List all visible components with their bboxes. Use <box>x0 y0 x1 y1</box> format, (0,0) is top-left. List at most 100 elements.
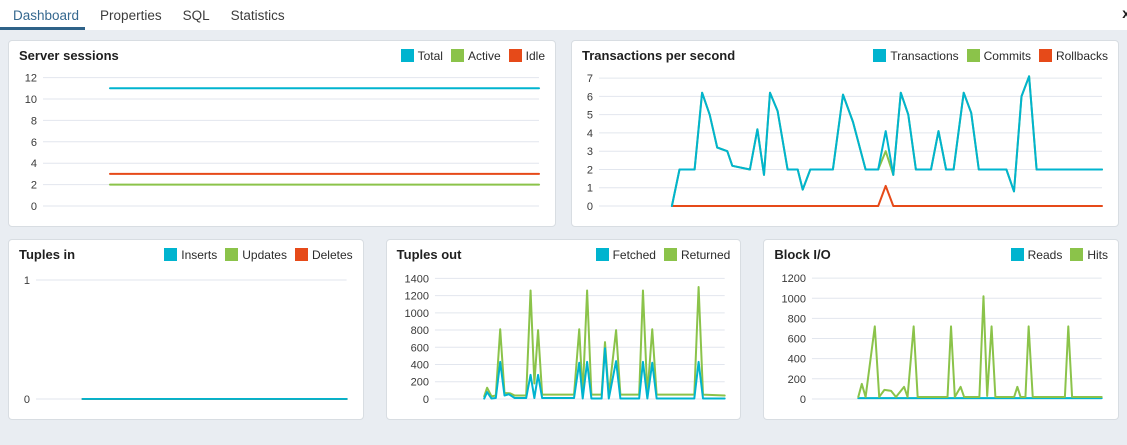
svg-text:3: 3 <box>587 146 593 158</box>
svg-text:6: 6 <box>31 137 37 149</box>
legend-item-inserts: Inserts <box>164 248 217 262</box>
panel-transactions-per-second: Transactions per second Transactions Com… <box>571 40 1119 227</box>
panel-header: Tuples in Inserts Updates Deletes <box>19 247 353 262</box>
block-io-chart: 0 200 400 600 800 1000 1200 <box>782 273 1103 406</box>
legend-label-active: Active <box>467 48 501 63</box>
legend-label-deletes: Deletes <box>311 247 353 262</box>
legend-item-transactions: Transactions <box>873 48 959 63</box>
svg-text:0: 0 <box>24 394 30 406</box>
server-sessions-chart: 0 2 4 6 8 10 12 <box>25 73 540 213</box>
panel-title-tuples-in: Tuples in <box>19 247 76 262</box>
svg-text:2: 2 <box>31 180 37 192</box>
legend-label-idle: Idle <box>525 48 545 63</box>
legend-label-fetched: Fetched <box>612 247 656 262</box>
close-icon[interactable]: x <box>1122 5 1127 21</box>
legend-item-fetched: Fetched <box>595 247 656 262</box>
legend-swatch-transactions <box>873 49 887 62</box>
legend-swatch-deletes <box>294 248 308 261</box>
legend-swatch-reads <box>1010 248 1024 261</box>
svg-text:4: 4 <box>31 158 37 170</box>
legend-label-commits: Commits <box>983 48 1031 63</box>
legend-item-commits: Commits <box>966 48 1031 63</box>
legend-label-returned: Returned <box>680 247 731 262</box>
tab-dashboard-label: Dashboard <box>13 7 80 23</box>
legend-swatch-commits <box>966 49 980 62</box>
tab-statistics[interactable]: Statistics <box>231 0 285 30</box>
svg-text:1000: 1000 <box>404 308 428 320</box>
tab-sql-label: SQL <box>182 7 210 23</box>
transactions-per-second-chart: 0 1 2 3 4 5 6 7 <box>587 73 1103 213</box>
svg-text:8: 8 <box>31 115 37 127</box>
legend-label-transactions: Transactions <box>890 48 959 63</box>
tuples-in-chart: 01 <box>24 275 348 406</box>
dashboard-row-bottom: Tuples in Inserts Updates Deletes <box>8 239 1119 420</box>
legend-swatch-active <box>450 49 464 62</box>
svg-text:5: 5 <box>587 110 593 122</box>
legend-swatch-returned <box>663 248 677 261</box>
legend-swatch-idle <box>508 49 522 62</box>
tab-sql[interactable]: SQL <box>183 0 210 30</box>
legend-item-rollbacks: Rollbacks <box>1038 48 1108 63</box>
svg-text:400: 400 <box>410 359 428 371</box>
legend-item-active: Active <box>450 48 501 63</box>
svg-text:4: 4 <box>587 128 593 140</box>
svg-text:400: 400 <box>788 354 806 366</box>
legend-item-hits: Hits <box>1070 248 1108 262</box>
tab-dashboard[interactable]: Dashboard <box>0 0 86 30</box>
panel-title-server-sessions: Server sessions <box>19 48 119 63</box>
svg-text:1200: 1200 <box>404 291 428 303</box>
svg-text:2: 2 <box>587 164 593 176</box>
legend-tuples-in: Inserts Updates Deletes <box>164 247 353 262</box>
svg-text:1: 1 <box>24 275 30 287</box>
legend-label-reads: Reads <box>1027 247 1063 262</box>
legend-item-deletes: Deletes <box>294 247 353 262</box>
panel-header: Tuples out Fetched Returned <box>397 247 731 262</box>
svg-text:1000: 1000 <box>782 293 806 305</box>
legend-item-total: Total <box>400 48 443 63</box>
svg-text:600: 600 <box>410 342 428 354</box>
svg-text:6: 6 <box>587 91 593 103</box>
legend-label-rollbacks: Rollbacks <box>1055 48 1108 63</box>
legend-swatch-rollbacks <box>1038 49 1052 62</box>
svg-text:12: 12 <box>25 73 37 85</box>
legend-swatch-inserts <box>164 248 178 261</box>
svg-text:200: 200 <box>410 377 428 389</box>
tab-properties[interactable]: Properties <box>100 0 162 30</box>
panel-title-tuples-out: Tuples out <box>396 247 462 262</box>
panel-block-io: Block I/O Reads Hits 0 200 400 600 800 1000 12… <box>763 239 1119 420</box>
legend-swatch-hits <box>1070 248 1084 261</box>
panel-tuples-out: Tuples out Fetched Returned 0 200 400 600 80… <box>385 239 742 420</box>
legend-item-returned: Returned <box>663 247 731 262</box>
tuples-out-chart: 0 200 400 600 800 1000 1200 1400 <box>404 273 726 406</box>
legend-tuples-out: Fetched Returned <box>595 247 731 262</box>
legend-item-reads: Reads <box>1010 247 1063 262</box>
legend-swatch-updates <box>225 248 239 261</box>
svg-text:200: 200 <box>788 374 806 386</box>
legend-transactions: Transactions Commits Rollbacks <box>873 49 1108 63</box>
svg-text:0: 0 <box>587 201 593 213</box>
svg-text:10: 10 <box>25 94 37 106</box>
panel-title-block-io: Block I/O <box>774 247 831 262</box>
legend-label-hits: Hits <box>1087 247 1108 262</box>
legend-swatch-fetched <box>595 248 609 261</box>
panel-server-sessions: Server sessions Total Active Idle <box>8 40 556 227</box>
dashboard-row-top: Server sessions Total Active Idle <box>8 40 1119 227</box>
svg-text:600: 600 <box>788 334 806 346</box>
svg-text:1200: 1200 <box>782 273 806 285</box>
tab-bar: Dashboard Properties SQL Statistics x <box>0 0 1127 30</box>
svg-text:1400: 1400 <box>404 273 428 285</box>
legend-label-total: Total <box>417 48 443 63</box>
legend-label-updates: Updates <box>242 247 287 262</box>
svg-text:800: 800 <box>788 313 806 325</box>
svg-text:0: 0 <box>31 201 37 213</box>
tab-properties-label: Properties <box>100 7 162 23</box>
svg-text:800: 800 <box>410 325 428 337</box>
svg-text:7: 7 <box>587 73 593 85</box>
panel-tuples-in: Tuples in Inserts Updates Deletes <box>8 239 364 420</box>
legend-block-io: Reads Hits <box>1010 247 1108 262</box>
legend-swatch-total <box>400 49 414 62</box>
legend-label-inserts: Inserts <box>181 247 218 262</box>
panel-title-transactions: Transactions per second <box>582 48 736 63</box>
svg-text:0: 0 <box>800 394 806 406</box>
legend-item-idle: Idle <box>508 48 545 63</box>
